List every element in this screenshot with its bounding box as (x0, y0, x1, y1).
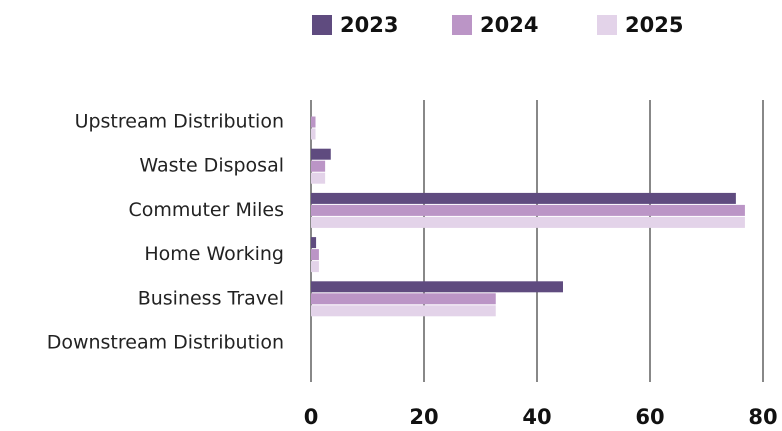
bar (311, 216, 745, 228)
bar (311, 148, 331, 160)
y-tick-label: Home Working (144, 243, 284, 265)
x-tick-label: 20 (409, 405, 438, 429)
bar (311, 116, 316, 128)
bar (311, 281, 563, 293)
legend-swatch (312, 15, 332, 35)
legend-swatch (452, 15, 472, 35)
bar (311, 204, 745, 216)
bar (311, 192, 736, 204)
legend-swatch (597, 15, 617, 35)
x-tick-label: 60 (635, 405, 664, 429)
bar (311, 237, 317, 249)
legend-label: 2024 (480, 13, 538, 37)
bar (311, 160, 326, 172)
bar (311, 249, 319, 261)
x-tick-label: 40 (522, 405, 551, 429)
y-tick-label: Upstream Distribution (75, 111, 284, 133)
y-tick-label: Waste Disposal (139, 155, 284, 177)
bar (311, 293, 496, 305)
bar (311, 261, 319, 273)
bar (311, 305, 496, 317)
bar (311, 172, 326, 184)
legend-label: 2023 (340, 13, 398, 37)
y-tick-label: Business Travel (138, 287, 284, 309)
x-tick-label: 80 (748, 405, 777, 429)
y-tick-label: Downstream Distribution (47, 332, 284, 354)
legend-label: 2025 (625, 13, 683, 37)
bar (311, 128, 316, 140)
x-tick-label: 0 (304, 405, 319, 429)
y-tick-label: Commuter Miles (129, 199, 284, 221)
